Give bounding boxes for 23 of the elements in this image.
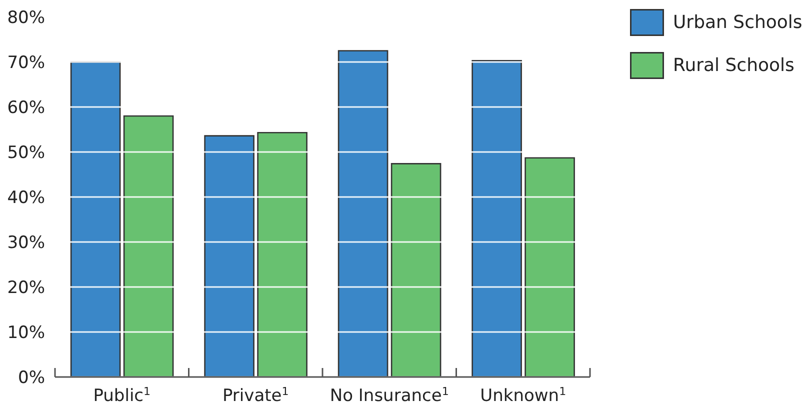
- bar: [257, 132, 308, 377]
- y-tick-label: 60%: [7, 98, 45, 118]
- y-tick-label: 70%: [7, 53, 45, 74]
- legend-label: Urban Schools: [673, 12, 802, 33]
- y-tick-label: 0%: [18, 368, 45, 388]
- y-tick-label: 30%: [7, 233, 45, 254]
- x-tick-label: No Insurance$^{1}$: [330, 384, 449, 406]
- y-tick-label: 40%: [7, 188, 45, 208]
- x-tick-label: Private$^{1}$: [222, 384, 289, 406]
- x-tick-label: Unknown$^{1}$: [480, 384, 566, 406]
- bar: [338, 50, 388, 377]
- bar: [123, 115, 174, 377]
- bar: [390, 163, 442, 377]
- y-tick-label: 20%: [7, 278, 45, 298]
- bar: [204, 135, 254, 377]
- y-tick-label: 80%: [7, 8, 45, 28]
- x-tick-label: Public$^{1}$: [93, 384, 151, 406]
- y-tick-label: 50%: [7, 143, 45, 164]
- legend-label: Rural Schools: [673, 55, 794, 76]
- bar: [524, 157, 575, 377]
- bar: [70, 61, 121, 377]
- bar: [472, 60, 522, 377]
- y-tick-label: 10%: [7, 323, 45, 344]
